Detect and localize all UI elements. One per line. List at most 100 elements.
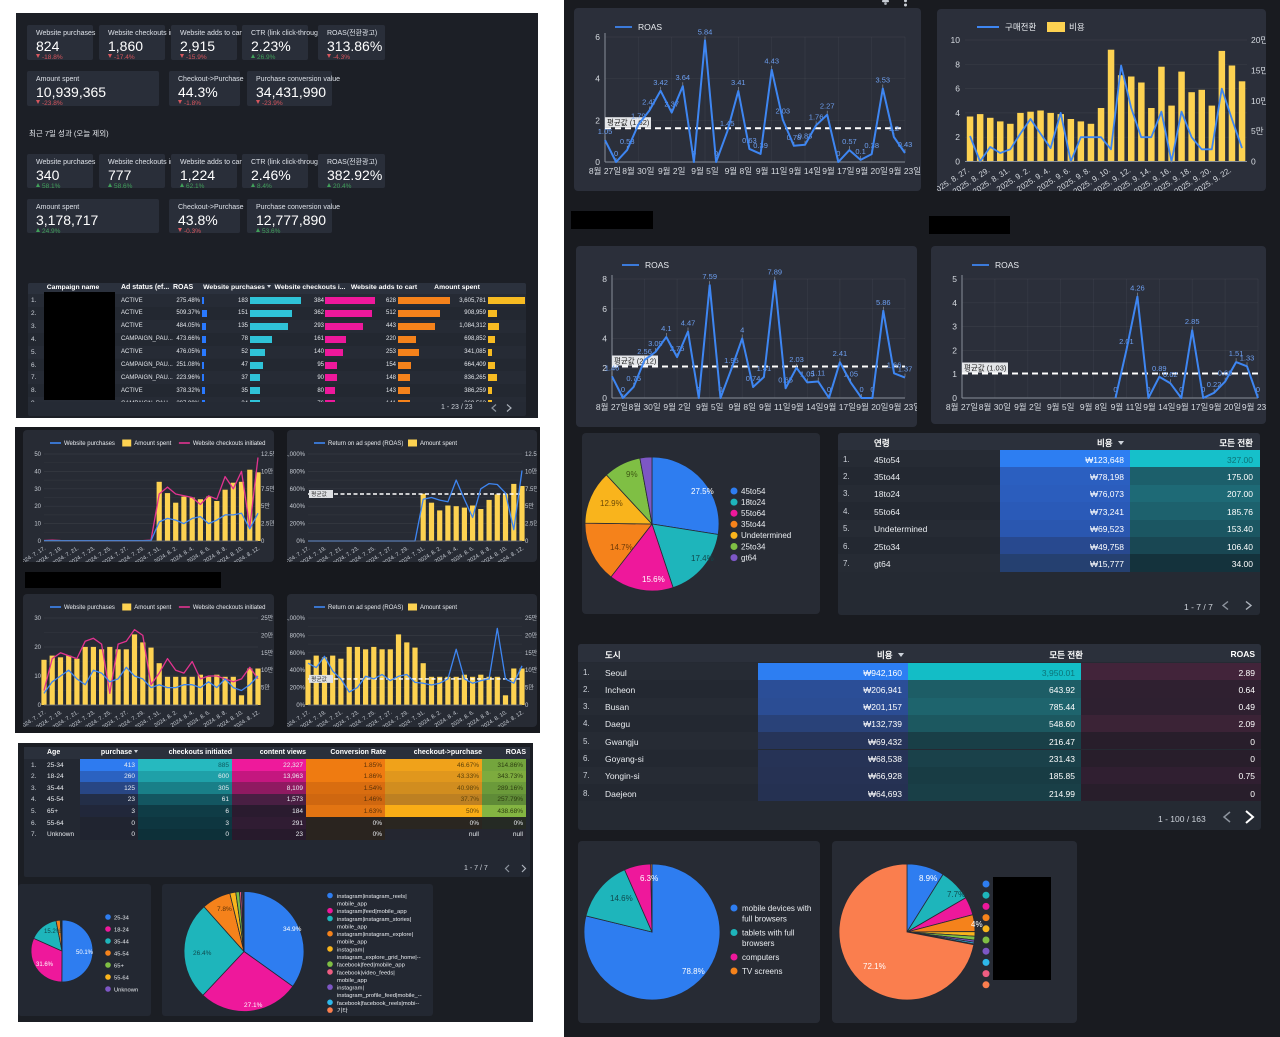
svg-text:tablets with full: tablets with full (742, 929, 795, 938)
svg-text:0: 0 (1113, 385, 1117, 394)
svg-text:0.1: 0.1 (855, 147, 865, 156)
svg-text:TV screens: TV screens (742, 967, 782, 976)
svg-text:78.8%: 78.8% (682, 967, 705, 976)
svg-text:0.57: 0.57 (842, 137, 857, 146)
svg-text:55to64: 55to64 (741, 509, 766, 518)
svg-text:1.33: 1.33 (1240, 353, 1255, 362)
svg-text:1.66: 1.66 (887, 360, 902, 369)
svg-text:9월 8일: 9월 8일 (728, 402, 755, 412)
svg-text:0: 0 (952, 393, 957, 403)
svg-text:8: 8 (955, 59, 960, 69)
svg-text:9월 5일: 9월 5일 (691, 166, 718, 176)
svg-text:9월 23일: 9월 23일 (889, 402, 917, 412)
svg-text:800%: 800% (290, 469, 306, 475)
svg-text:1.46: 1.46 (605, 363, 620, 372)
svg-text:0.63: 0.63 (742, 136, 757, 145)
svg-text:0: 0 (602, 393, 607, 403)
svg-text:2.03: 2.03 (789, 355, 804, 364)
svg-text:기타: 기타 (337, 1007, 348, 1015)
svg-text:2.41: 2.41 (833, 349, 848, 358)
svg-text:2: 2 (952, 345, 957, 355)
svg-text:1.05: 1.05 (598, 127, 613, 136)
svg-text:4.43: 4.43 (764, 57, 779, 66)
svg-text:8.9%: 8.9% (919, 874, 937, 883)
svg-text:600%: 600% (290, 651, 306, 657)
svg-text:0: 0 (1201, 385, 1205, 394)
svg-text:평균값: 평균값 (311, 675, 328, 683)
svg-text:비용: 비용 (1069, 22, 1085, 32)
svg-text:12.9%: 12.9% (600, 499, 623, 508)
svg-text:45-54: 45-54 (114, 951, 130, 957)
svg-text:2.5만: 2.5만 (261, 520, 274, 528)
svg-text:35-44: 35-44 (114, 939, 130, 945)
svg-text:0.83: 0.83 (798, 132, 813, 141)
svg-text:facebook|facebook_reels|mobi--: facebook|facebook_reels|mobi-- (337, 1001, 419, 1007)
svg-text:30: 30 (34, 487, 41, 493)
svg-text:mobile_app: mobile_app (337, 924, 367, 930)
svg-text:2: 2 (602, 363, 607, 373)
svg-text:14.6%: 14.6% (610, 894, 633, 903)
svg-text:1.51: 1.51 (1229, 349, 1244, 358)
svg-text:2.75: 2.75 (670, 344, 685, 353)
svg-text:1.95: 1.95 (724, 356, 739, 365)
svg-text:10만: 10만 (261, 467, 274, 475)
svg-text:평균값 (1.62): 평균값 (1.62) (607, 117, 650, 127)
svg-text:9월 2일: 9월 2일 (1014, 402, 1041, 412)
svg-text:1,000%: 1,000% (287, 452, 306, 458)
svg-text:0: 0 (860, 385, 864, 394)
svg-text:0: 0 (621, 385, 625, 394)
svg-text:600%: 600% (290, 487, 306, 493)
svg-text:9월 2일: 9월 2일 (658, 166, 685, 176)
svg-text:ROAS: ROAS (638, 22, 662, 32)
svg-text:9월 2일: 9월 2일 (663, 402, 690, 412)
svg-text:8: 8 (602, 274, 607, 284)
svg-text:20: 20 (34, 504, 41, 510)
svg-text:10만: 10만 (261, 666, 274, 674)
svg-text:0: 0 (955, 157, 960, 167)
svg-text:0: 0 (38, 539, 42, 545)
svg-text:mobile devices with: mobile devices with (742, 904, 811, 913)
svg-text:Amount spent: Amount spent (134, 441, 171, 447)
svg-text:9월 11일: 9월 11일 (756, 166, 788, 176)
svg-text:4: 4 (952, 298, 957, 308)
svg-text:2.01: 2.01 (1119, 337, 1134, 346)
svg-text:instagram|feed|mobile_app: instagram|feed|mobile_app (337, 909, 407, 915)
svg-text:2.56: 2.56 (637, 347, 652, 356)
svg-text:4.26: 4.26 (1130, 284, 1145, 293)
svg-text:0.69: 0.69 (1218, 369, 1233, 378)
svg-text:1.45: 1.45 (720, 119, 735, 128)
svg-text:4.1: 4.1 (661, 324, 671, 333)
svg-text:1.76: 1.76 (809, 112, 824, 121)
svg-text:18-24: 18-24 (114, 927, 130, 933)
svg-text:9월 20일: 9월 20일 (856, 166, 888, 176)
svg-text:instagram|instagram_stories|: instagram|instagram_stories| (337, 917, 411, 923)
svg-text:9월 5일: 9월 5일 (696, 402, 723, 412)
svg-text:12.5만: 12.5만 (525, 450, 537, 458)
svg-text:1.05: 1.05 (843, 369, 858, 378)
svg-text:ROAS: ROAS (995, 260, 1019, 270)
svg-text:3.53: 3.53 (875, 76, 890, 85)
svg-text:2.5만: 2.5만 (525, 520, 537, 528)
svg-text:6: 6 (602, 304, 607, 314)
svg-text:8월 30일: 8월 30일 (622, 166, 654, 176)
svg-text:9월 8일: 9월 8일 (725, 166, 752, 176)
svg-text:7.89: 7.89 (767, 268, 782, 277)
svg-text:9월 11일: 9월 11일 (759, 402, 791, 412)
svg-text:4: 4 (740, 326, 744, 335)
svg-text:0%: 0% (296, 703, 305, 709)
svg-text:4: 4 (602, 334, 607, 344)
svg-text:7.5만: 7.5만 (261, 485, 274, 493)
svg-text:1.11: 1.11 (811, 369, 825, 378)
svg-text:5만: 5만 (261, 502, 270, 510)
svg-text:0.89: 0.89 (1152, 364, 1167, 373)
svg-text:0.39: 0.39 (753, 141, 768, 150)
svg-text:15.2%: 15.2% (44, 929, 62, 935)
svg-text:instagram|instagram_reels|: instagram|instagram_reels| (337, 894, 407, 900)
svg-text:9월 23일: 9월 23일 (1242, 402, 1266, 412)
svg-text:2.85: 2.85 (1185, 317, 1200, 326)
svg-text:50.1%: 50.1% (76, 950, 94, 956)
svg-text:1.79: 1.79 (631, 112, 646, 121)
svg-text:35to44: 35to44 (741, 520, 766, 529)
svg-text:20만: 20만 (525, 631, 537, 639)
svg-text:0: 0 (525, 703, 529, 709)
